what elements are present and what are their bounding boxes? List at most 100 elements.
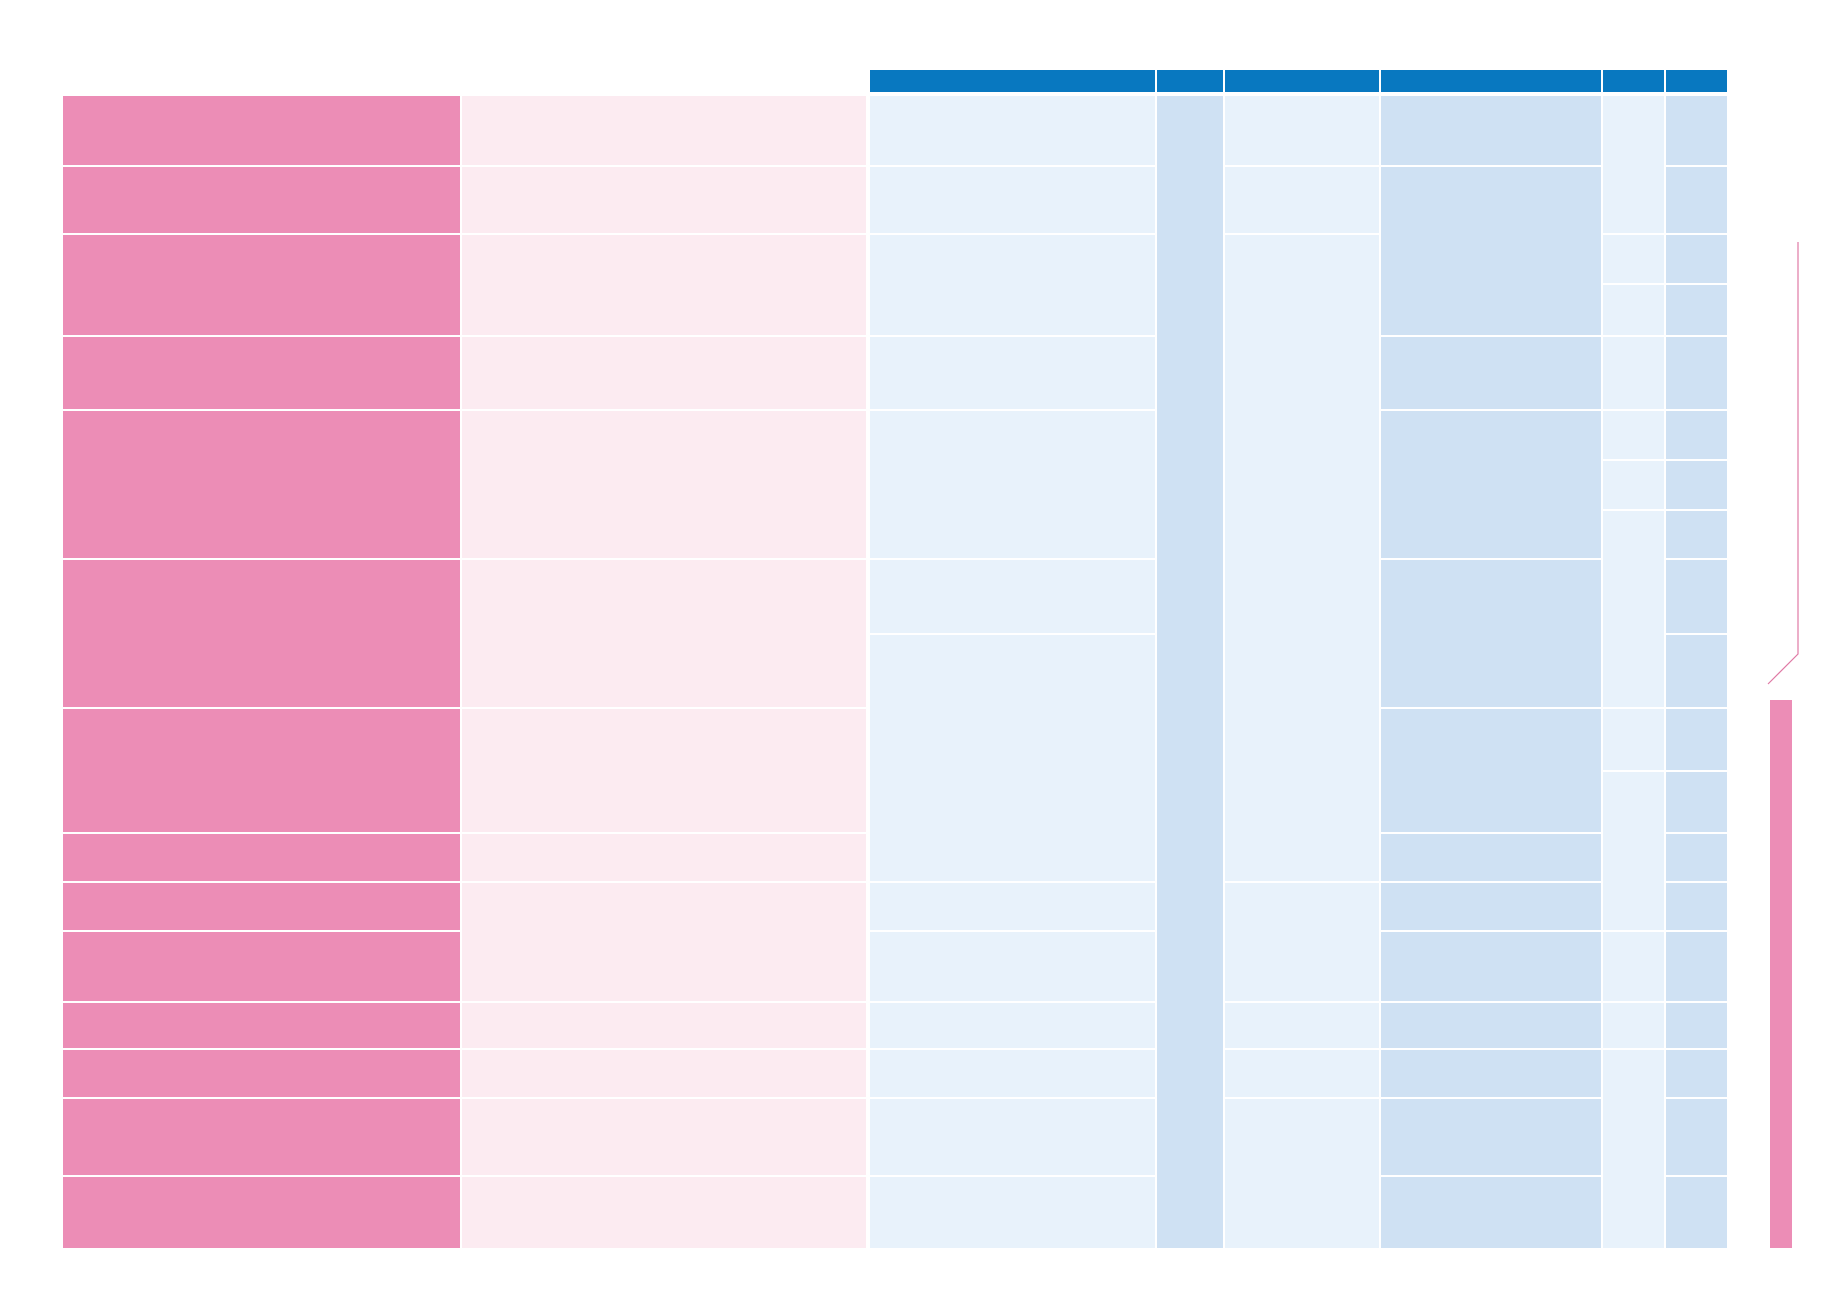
header-cell-col6 [1381, 70, 1601, 92]
row-label-cell [63, 709, 460, 832]
data-cell [1225, 96, 1379, 165]
data-cell [870, 235, 1155, 335]
data-cell [1381, 337, 1601, 409]
data-cell [1603, 337, 1664, 409]
description-cell [462, 560, 866, 707]
data-cell [1381, 932, 1601, 1001]
data-cell [870, 560, 1155, 633]
data-cell [1603, 932, 1664, 1001]
description-cell [462, 1003, 866, 1048]
data-cell [1603, 96, 1664, 233]
data-cell [1381, 560, 1601, 707]
data-cell-merged [1157, 96, 1223, 1248]
data-cell [870, 167, 1155, 233]
data-cell [1666, 96, 1727, 165]
data-cell [1666, 1003, 1727, 1048]
data-cell [1603, 772, 1664, 930]
data-cell [1666, 235, 1727, 283]
data-cell [1381, 411, 1601, 558]
data-cell [1666, 1099, 1727, 1175]
row-label-cell [63, 1003, 460, 1048]
data-cell [870, 1177, 1155, 1248]
data-cell [1381, 1003, 1601, 1048]
data-cell [870, 883, 1155, 930]
row-label-cell [63, 560, 460, 707]
data-cell [1225, 167, 1379, 233]
data-cell [1666, 337, 1727, 409]
data-cell [1666, 511, 1727, 558]
data-cell [870, 1050, 1155, 1097]
data-cell [1666, 461, 1727, 509]
data-cell [1381, 167, 1601, 335]
header-cell-col8 [1666, 70, 1727, 92]
data-cell [870, 96, 1155, 165]
data-cell [1603, 1003, 1664, 1048]
data-cell [1603, 411, 1664, 459]
data-cell [1666, 709, 1727, 770]
data-cell [1666, 1177, 1727, 1248]
data-cell [1603, 235, 1664, 283]
description-cell [462, 834, 866, 881]
header-cell-col7 [1603, 70, 1664, 92]
data-cell [1381, 1050, 1601, 1097]
data-cell [1225, 1003, 1379, 1048]
row-label-cell [63, 96, 460, 165]
row-label-cell [63, 337, 460, 409]
data-cell [1381, 1099, 1601, 1175]
data-cell [870, 411, 1155, 558]
data-cell [870, 1003, 1155, 1048]
data-cell [1666, 411, 1727, 459]
side-tab-bar [1770, 700, 1792, 1248]
data-cell [1225, 1099, 1379, 1248]
data-cell [1603, 511, 1664, 707]
description-cell [462, 337, 866, 409]
row-label-cell [63, 235, 460, 335]
header-cell-col5 [1225, 70, 1379, 92]
description-cell [462, 411, 866, 558]
data-cell [870, 635, 1155, 881]
data-cell [870, 932, 1155, 1001]
data-cell [1666, 635, 1727, 707]
bracket-line [1767, 242, 1799, 685]
description-cell [462, 709, 866, 832]
data-cell [1666, 167, 1727, 233]
description-cell [462, 1177, 866, 1248]
row-label-cell [63, 167, 460, 233]
data-cell [1666, 560, 1727, 633]
data-cell [1381, 709, 1601, 832]
description-cell [462, 1099, 866, 1175]
data-cell [1381, 96, 1601, 165]
data-cell [1381, 834, 1601, 881]
description-cell [462, 883, 866, 1001]
data-cell [870, 1099, 1155, 1175]
data-cell [1225, 1050, 1379, 1097]
data-cell [1225, 235, 1379, 881]
data-cell [1603, 709, 1664, 770]
header-cell-col4 [1157, 70, 1223, 92]
row-label-cell [63, 1099, 460, 1175]
description-cell [462, 96, 866, 165]
row-label-cell [63, 883, 460, 930]
data-cell [870, 337, 1155, 409]
data-cell [1666, 932, 1727, 1001]
row-label-cell [63, 1177, 460, 1248]
data-cell [1603, 1050, 1664, 1248]
data-cell [1666, 834, 1727, 881]
description-cell [462, 167, 866, 233]
header-cell-col3 [870, 70, 1155, 92]
data-cell [1666, 772, 1727, 832]
row-label-cell [63, 932, 460, 1001]
data-cell [1225, 883, 1379, 1001]
row-label-cell [63, 411, 460, 558]
data-cell [1666, 1050, 1727, 1097]
data-cell [1666, 285, 1727, 335]
data-cell [1666, 883, 1727, 930]
description-cell [462, 1050, 866, 1097]
data-cell [1603, 285, 1664, 335]
row-label-cell [63, 834, 460, 881]
data-cell [1603, 461, 1664, 509]
description-cell [462, 235, 866, 335]
data-cell [1381, 883, 1601, 930]
data-cell [1381, 1177, 1601, 1248]
row-label-cell [63, 1050, 460, 1097]
